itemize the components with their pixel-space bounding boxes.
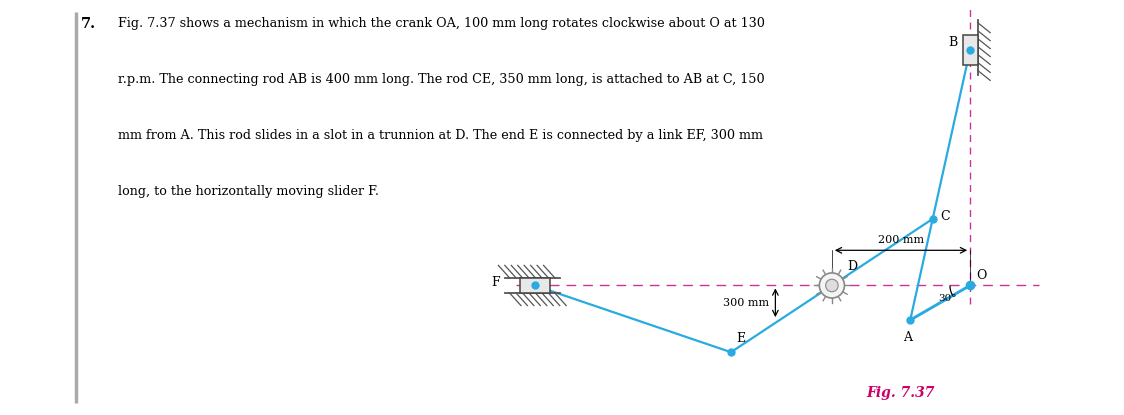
Text: D: D [847, 260, 858, 273]
Text: mm from A. This rod slides in a slot in a trunnion at D. The end E is connected : mm from A. This rod slides in a slot in … [118, 129, 763, 142]
Bar [519, 278, 550, 293]
Text: r.p.m. The connecting rod AB is 400 mm long. The rod CE, 350 mm long, is attache: r.p.m. The connecting rod AB is 400 mm l… [118, 73, 764, 85]
Text: 200 mm: 200 mm [878, 235, 924, 245]
Text: 30°: 30° [939, 294, 957, 303]
Text: O: O [977, 269, 987, 282]
Text: A: A [904, 331, 913, 344]
Circle shape [826, 279, 839, 292]
Circle shape [819, 273, 844, 298]
Text: E: E [736, 332, 745, 345]
Text: Fig. 7.37: Fig. 7.37 [867, 386, 935, 400]
Text: long, to the horizontally moving slider F.: long, to the horizontally moving slider … [118, 185, 379, 198]
Text: 300 mm: 300 mm [723, 298, 769, 308]
Text: Fig. 7.37 shows a mechanism in which the crank OA, 100 mm long rotates clockwise: Fig. 7.37 shows a mechanism in which the… [118, 17, 765, 29]
Text: C: C [940, 210, 950, 223]
Text: B: B [949, 36, 958, 49]
Text: F: F [491, 276, 499, 290]
Bar [962, 35, 978, 65]
Text: 7.: 7. [81, 17, 96, 31]
